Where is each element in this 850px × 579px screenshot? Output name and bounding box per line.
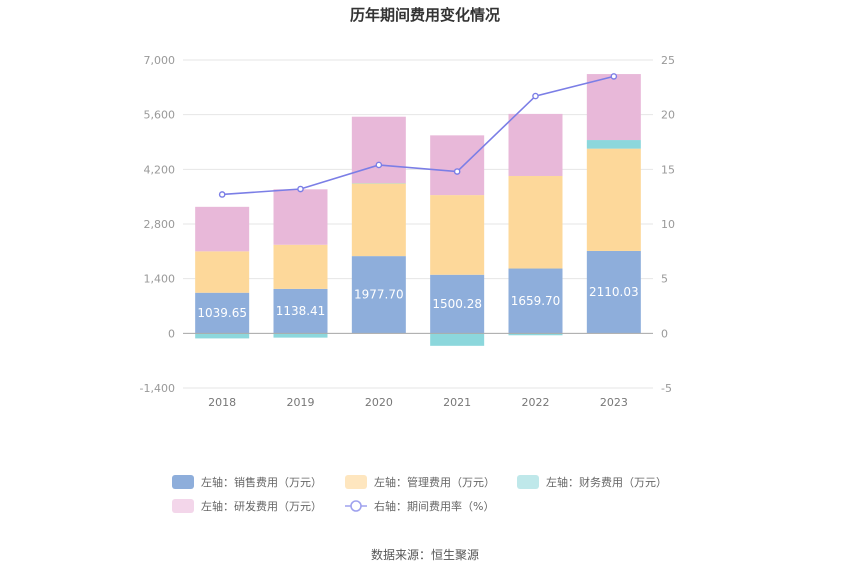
right-tick-label: 15 bbox=[661, 163, 675, 176]
rate-line-point bbox=[376, 162, 381, 167]
chart-title: 历年期间费用变化情况 bbox=[350, 6, 500, 24]
x-axis: 2018 2019 2020 2021 2022 2023 bbox=[208, 396, 628, 409]
left-tick-label: 5,600 bbox=[144, 109, 176, 122]
left-tick-label: 0 bbox=[168, 327, 175, 340]
left-axis: -1,400 0 1,400 2,800 4,200 5,600 7,000 bbox=[140, 54, 175, 395]
right-tick-label: 20 bbox=[661, 109, 675, 122]
left-tick-label: 2,800 bbox=[144, 218, 176, 231]
right-tick-label: 10 bbox=[661, 218, 675, 231]
rate-line-point bbox=[455, 169, 460, 174]
bar-segment bbox=[274, 333, 328, 337]
bar-segment bbox=[509, 176, 563, 269]
x-tick-label: 2020 bbox=[365, 396, 393, 409]
bar-labels: 1039.65 1138.41 1977.70 1500.28 1659.70 2110.… bbox=[197, 285, 638, 320]
bar-value-label: 1039.65 bbox=[197, 306, 247, 320]
rate-line-point bbox=[298, 186, 303, 191]
bar-value-label: 1977.70 bbox=[354, 288, 404, 302]
right-tick-label: 25 bbox=[661, 54, 675, 67]
x-tick-label: 2021 bbox=[443, 396, 471, 409]
rate-line-point bbox=[220, 192, 225, 197]
bar-segment bbox=[587, 140, 641, 149]
bar-value-label: 1500.28 bbox=[432, 297, 482, 311]
x-tick-label: 2023 bbox=[600, 396, 628, 409]
legend-label: 左轴：财务费用（万元） bbox=[546, 475, 667, 489]
x-tick-label: 2018 bbox=[208, 396, 236, 409]
legend-line-marker bbox=[351, 501, 361, 511]
rate-line-point bbox=[533, 93, 538, 98]
legend-swatch bbox=[517, 475, 539, 489]
bar-segment bbox=[274, 189, 328, 244]
legend-swatch bbox=[172, 475, 194, 489]
bar-value-label: 1138.41 bbox=[276, 304, 326, 318]
bar-value-label: 1659.70 bbox=[511, 294, 561, 308]
right-tick-label: -5 bbox=[661, 382, 672, 395]
x-tick-label: 2019 bbox=[287, 396, 315, 409]
legend-label: 右轴：期间费用率（%） bbox=[374, 499, 494, 513]
left-tick-label: 7,000 bbox=[144, 54, 176, 67]
bar-segment bbox=[430, 135, 484, 195]
legend-swatch bbox=[345, 475, 367, 489]
bar-segment bbox=[352, 183, 406, 256]
bar-segment bbox=[587, 74, 641, 140]
left-tick-label: -1,400 bbox=[140, 382, 175, 395]
bar-value-label: 2110.03 bbox=[589, 285, 639, 299]
right-tick-label: 0 bbox=[661, 327, 668, 340]
bar-segment bbox=[587, 149, 641, 251]
bar-segment bbox=[430, 333, 484, 345]
legend-label: 左轴：研发费用（万元） bbox=[201, 499, 322, 513]
legend: 左轴：销售费用（万元） 左轴：管理费用（万元） 左轴：财务费用（万元） 左轴：研发费用… bbox=[172, 475, 667, 513]
bar-segment bbox=[509, 114, 563, 176]
bar-segment bbox=[274, 245, 328, 289]
bar-segment bbox=[352, 117, 406, 183]
left-tick-label: 1,400 bbox=[144, 273, 176, 286]
bar-segment bbox=[195, 333, 249, 338]
rate-line-point bbox=[611, 74, 616, 79]
x-tick-label: 2022 bbox=[522, 396, 550, 409]
bar-segment bbox=[430, 195, 484, 275]
grid-lines bbox=[183, 60, 653, 388]
bar-segment bbox=[195, 207, 249, 252]
bar-segment bbox=[195, 251, 249, 292]
legend-label: 左轴：销售费用（万元） bbox=[201, 475, 322, 489]
legend-swatch bbox=[172, 499, 194, 513]
right-axis: -5 0 5 10 15 20 25 bbox=[661, 54, 675, 395]
legend-label: 左轴：管理费用（万元） bbox=[374, 475, 495, 489]
source-note: 数据来源：恒生聚源 bbox=[371, 547, 479, 562]
right-tick-label: 5 bbox=[661, 273, 668, 286]
left-tick-label: 4,200 bbox=[144, 163, 176, 176]
